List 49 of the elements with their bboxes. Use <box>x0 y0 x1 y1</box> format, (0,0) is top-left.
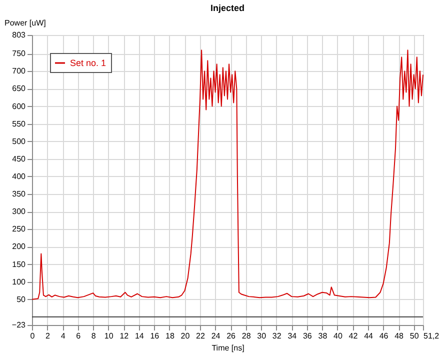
y-tick-label: 550 <box>12 119 26 128</box>
x-tick-label: 30 <box>257 332 267 340</box>
y-tick-label: 250 <box>12 224 26 234</box>
x-tick-label: 42 <box>348 332 358 340</box>
x-tick-label: 38 <box>318 332 328 340</box>
x-tick-label: 24 <box>211 332 221 340</box>
y-tick-label: 700 <box>12 66 26 76</box>
x-axis-title: Time [ns] <box>212 344 244 352</box>
x-tick-label: 6 <box>76 332 82 340</box>
y-tick-label: 200 <box>12 242 26 252</box>
x-tick-label: 26 <box>226 332 236 340</box>
x-tick-label: 10 <box>104 332 114 340</box>
chart-title: Injected <box>210 3 245 13</box>
x-tick-label: 34 <box>288 332 298 340</box>
x-tick-label: 44 <box>364 332 374 340</box>
y-tick-label: 750 <box>12 49 26 58</box>
x-tick-label: 28 <box>242 332 252 340</box>
y-tick-label: 803 <box>12 30 26 40</box>
y-tick-label: 650 <box>12 84 26 94</box>
y-tick-label: 300 <box>12 207 26 216</box>
x-tick-label: 16 <box>150 332 160 340</box>
x-tick-label: 0 <box>30 332 36 340</box>
y-tick-label: 350 <box>12 190 26 199</box>
x-tick-label: 14 <box>134 332 144 340</box>
x-tick-label: 46 <box>379 332 389 340</box>
x-tick-label: 51,2 <box>424 332 440 340</box>
x-tick-label: 36 <box>302 332 312 340</box>
x-tick-label: 4 <box>60 332 66 340</box>
y-tick-label: 100 <box>12 277 26 286</box>
y-tick-label: −23 <box>12 320 26 330</box>
y-tick-label: 450 <box>12 154 26 164</box>
x-tick-label: 22 <box>196 332 206 340</box>
x-tick-label: 32 <box>272 332 282 340</box>
y-tick-label: 50 <box>16 294 26 304</box>
legend-label: Set no. 1 <box>70 58 106 68</box>
line-series <box>32 50 424 300</box>
x-tick-label: 12 <box>120 332 130 340</box>
x-tick-label: 20 <box>180 332 190 340</box>
y-axis-title: Power [uW] <box>4 18 46 28</box>
y-tick-label: 500 <box>12 136 26 146</box>
x-tick-label: 40 <box>334 332 343 340</box>
y-tick-label: 400 <box>12 172 26 181</box>
y-tick-label: 600 <box>12 102 26 111</box>
x-tick-label: 8 <box>91 332 96 340</box>
x-tick-label: 2 <box>46 332 51 340</box>
x-tick-label: 18 <box>166 332 175 340</box>
x-tick-label: 48 <box>394 332 404 340</box>
y-tick-label: 150 <box>12 260 26 269</box>
x-tick-label: 50 <box>410 332 420 340</box>
